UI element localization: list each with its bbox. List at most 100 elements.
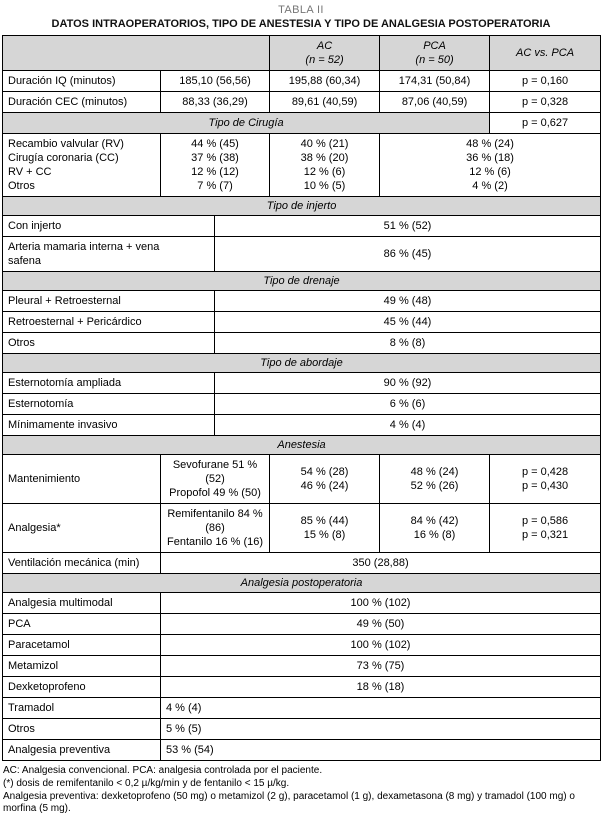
row-cirugia-block: Recambio valvular (RV) Cirugía coronaria… [2, 133, 602, 197]
abordaje-row-value: 4 % (4) [213, 414, 602, 436]
abordaje-row-label: Mínimamente invasivo [2, 414, 215, 436]
row-pca: PCA 49 % (50) [2, 613, 602, 635]
row-duracion-cec: Duración CEC (minutos) 88,33 (36,29) 89,… [2, 91, 602, 113]
footnotes: AC: Analgesia convencional. PCA: analges… [0, 761, 602, 822]
drenaje-row-value: 45 % (44) [213, 311, 602, 333]
drenaje-row-label: Otros [2, 332, 215, 354]
row-drenaje-pleural: Pleural + Retroesternal 49 % (48) [2, 290, 602, 312]
abordaje-row-label: Esternotomía ampliada [2, 372, 215, 394]
postop-row-label: Analgesia multimodal [2, 592, 161, 614]
duracion-iq-total: 185,10 (56,56) [159, 70, 271, 92]
postop-row-label: Analgesia preventiva [2, 739, 161, 761]
row-abordaje-ampliada: Esternotomía ampliada 90 % (92) [2, 372, 602, 394]
abordaje-row-label: Esternotomía [2, 393, 215, 415]
ventilacion-value: 350 (28,88) [159, 552, 602, 574]
row-analgesia-anestesia: Analgesia* Remifentanilo 84 % (86) Fenta… [2, 503, 602, 553]
postop-row-value: 5 % (5) [159, 718, 602, 740]
section-row-abordaje: Tipo de abordaje [1, 353, 602, 373]
row-arteria-mamaria: Arteria mamaria interna + vena safena 86… [2, 236, 602, 272]
section-row-postoperatoria: Analgesia postoperatoria [1, 573, 602, 593]
table-caption: TABLA II DATOS INTRAOPERATORIOS, TIPO DE… [0, 4, 602, 30]
row-duracion-iq: Duración IQ (minutos) 185,10 (56,56) 195… [2, 70, 602, 92]
duracion-iq-label: Duración IQ (minutos) [2, 70, 161, 92]
header-col-ac-vs-pca: AC vs. PCA [489, 35, 602, 71]
analgesia-p: p = 0,586 p = 0,321 [489, 503, 602, 553]
row-analgesia-preventiva: Analgesia preventiva 53 % (54) [2, 739, 602, 761]
row-abordaje-minimamente: Mínimamente invasivo 4 % (4) [2, 414, 602, 436]
data-table: AC (n = 52) PCA (n = 50) AC vs. PCA Dura… [1, 35, 602, 761]
analgesia-pca: 84 % (42) 16 % (8) [379, 503, 491, 553]
table-title: DATOS INTRAOPERATORIOS, TIPO DE ANESTESI… [51, 18, 551, 30]
duracion-cec-ac: 89,61 (40,59) [269, 91, 381, 113]
duracion-cec-label: Duración CEC (minutos) [2, 91, 161, 113]
footnote-abbreviations: AC: Analgesia convencional. PCA: analges… [3, 765, 323, 776]
postop-row-value: 53 % (54) [159, 739, 602, 761]
section-title-injerto: Tipo de injerto [1, 196, 602, 216]
cirugia-ac: 40 % (21) 38 % (20) 12 % (6) 10 % (5) [269, 133, 381, 197]
section-row-anestesia: Anestesia [1, 435, 602, 455]
drenaje-row-label: Pleural + Retroesternal [2, 290, 215, 312]
cirugia-p: p = 0,627 [489, 112, 602, 134]
postop-row-label: PCA [2, 613, 161, 635]
row-dexketoprofeno: Dexketoprofeno 18 % (18) [2, 676, 602, 698]
mantenimiento-p: p = 0,428 p = 0,430 [489, 454, 602, 504]
duracion-cec-p: p = 0,328 [489, 91, 602, 113]
duracion-iq-ac: 195,88 (60,34) [269, 70, 381, 92]
header-row: AC (n = 52) PCA (n = 50) AC vs. PCA [1, 35, 602, 71]
cirugia-labels: Recambio valvular (RV) Cirugía coronaria… [2, 133, 161, 197]
postop-row-value: 18 % (18) [159, 676, 602, 698]
mantenimiento-label: Mantenimiento [2, 454, 161, 504]
duracion-cec-pca: 87,06 (40,59) [379, 91, 491, 113]
drenaje-row-label: Retroesternal + Pericárdico [2, 311, 215, 333]
row-mantenimiento: Mantenimiento Sevofurane 51 % (52) Propo… [2, 454, 602, 504]
duracion-iq-p: p = 0,160 [489, 70, 602, 92]
table-number: TABLA II [278, 4, 324, 16]
postop-row-value: 100 % (102) [159, 592, 602, 614]
section-title-drenaje: Tipo de drenaje [1, 271, 602, 291]
abordaje-row-value: 90 % (92) [213, 372, 602, 394]
injerto-row-value: 51 % (52) [213, 215, 602, 237]
section-title-cirugia: Tipo de Cirugía [1, 112, 491, 134]
row-analgesia-multimodal: Analgesia multimodal 100 % (102) [2, 592, 602, 614]
mantenimiento-total: Sevofurane 51 % (52) Propofol 49 % (50) [159, 454, 271, 504]
postop-row-label: Metamizol [2, 655, 161, 677]
section-row-drenaje: Tipo de drenaje [1, 271, 602, 291]
analgesia-ac: 85 % (44) 15 % (8) [269, 503, 381, 553]
section-title-anestesia: Anestesia [1, 435, 602, 455]
row-otros-postop: Otros 5 % (5) [2, 718, 602, 740]
footnote-doses: (*) dosis de remifentanilo < 0,2 µ/kg/mi… [3, 778, 290, 789]
row-abordaje-esternotomia: Esternotomía 6 % (6) [2, 393, 602, 415]
postop-row-value: 4 % (4) [159, 697, 602, 719]
section-row-injerto: Tipo de injerto [1, 196, 602, 216]
footnote-preventiva: Analgesia preventiva: dexketoprofeno (50… [3, 791, 575, 814]
row-tramadol: Tramadol 4 % (4) [2, 697, 602, 719]
postop-row-value: 100 % (102) [159, 634, 602, 656]
row-drenaje-otros: Otros 8 % (8) [2, 332, 602, 354]
row-drenaje-retroesternal: Retroesternal + Pericárdico 45 % (44) [2, 311, 602, 333]
postop-row-label: Tramadol [2, 697, 161, 719]
row-metamizol: Metamizol 73 % (75) [2, 655, 602, 677]
injerto-row-value: 86 % (45) [213, 236, 602, 272]
mantenimiento-ac: 54 % (28) 46 % (24) [269, 454, 381, 504]
row-con-injerto: Con injerto 51 % (52) [2, 215, 602, 237]
row-ventilacion: Ventilación mecánica (min) 350 (28,88) [2, 552, 602, 574]
section-title-abordaje: Tipo de abordaje [1, 353, 602, 373]
mantenimiento-pca: 48 % (24) 52 % (26) [379, 454, 491, 504]
header-col-pca: PCA (n = 50) [379, 35, 491, 71]
postop-row-label: Otros [2, 718, 161, 740]
postop-row-value: 73 % (75) [159, 655, 602, 677]
section-row-cirugia: Tipo de Cirugía p = 0,627 [1, 112, 602, 134]
injerto-row-label: Con injerto [2, 215, 215, 237]
row-paracetamol: Paracetamol 100 % (102) [2, 634, 602, 656]
postop-row-label: Paracetamol [2, 634, 161, 656]
section-title-postoperatoria: Analgesia postoperatoria [1, 573, 602, 593]
duracion-iq-pca: 174,31 (50,84) [379, 70, 491, 92]
header-col-ac: AC (n = 52) [269, 35, 381, 71]
header-empty-cell [1, 35, 271, 71]
injerto-row-label: Arteria mamaria interna + vena safena [2, 236, 215, 272]
analgesia-total: Remifentanilo 84 % (86) Fentanilo 16 % (… [159, 503, 271, 553]
cirugia-pca: 48 % (24) 36 % (18) 12 % (6) 4 % (2) [379, 133, 602, 197]
abordaje-row-value: 6 % (6) [213, 393, 602, 415]
drenaje-row-value: 8 % (8) [213, 332, 602, 354]
